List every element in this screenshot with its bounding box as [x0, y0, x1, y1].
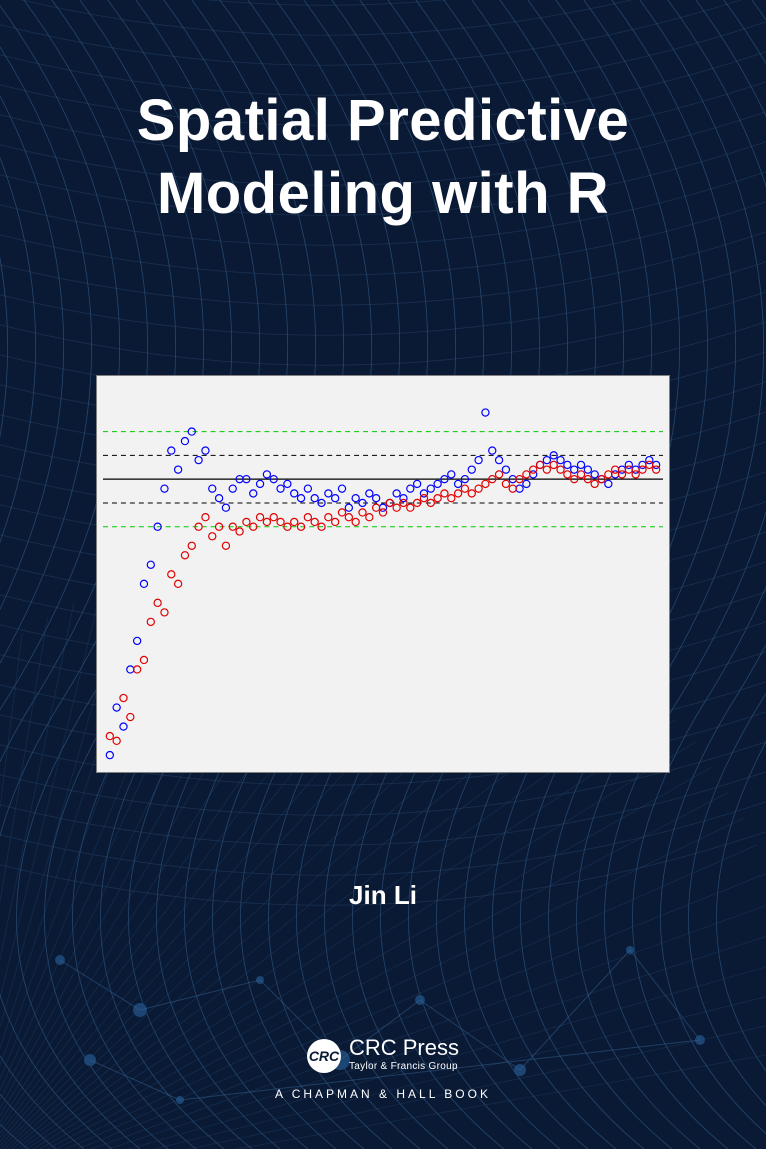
cover-chart — [96, 375, 670, 773]
crc-badge-icon: CRC — [307, 1039, 341, 1073]
title-line-2: Modeling with R — [157, 161, 609, 226]
chart-svg — [103, 384, 663, 765]
book-title: Spatial Predictive Modeling with R — [0, 0, 766, 230]
author-name: Jin Li — [0, 880, 766, 911]
publisher-name: CRC Press — [349, 1037, 459, 1059]
publisher-block: CRC CRC Press Taylor & Francis Group A C… — [0, 1037, 766, 1101]
title-line-1: Spatial Predictive — [137, 88, 630, 153]
publisher-imprint: A CHAPMAN & HALL BOOK — [0, 1087, 766, 1101]
publisher-tagline: Taylor & Francis Group — [349, 1061, 459, 1072]
